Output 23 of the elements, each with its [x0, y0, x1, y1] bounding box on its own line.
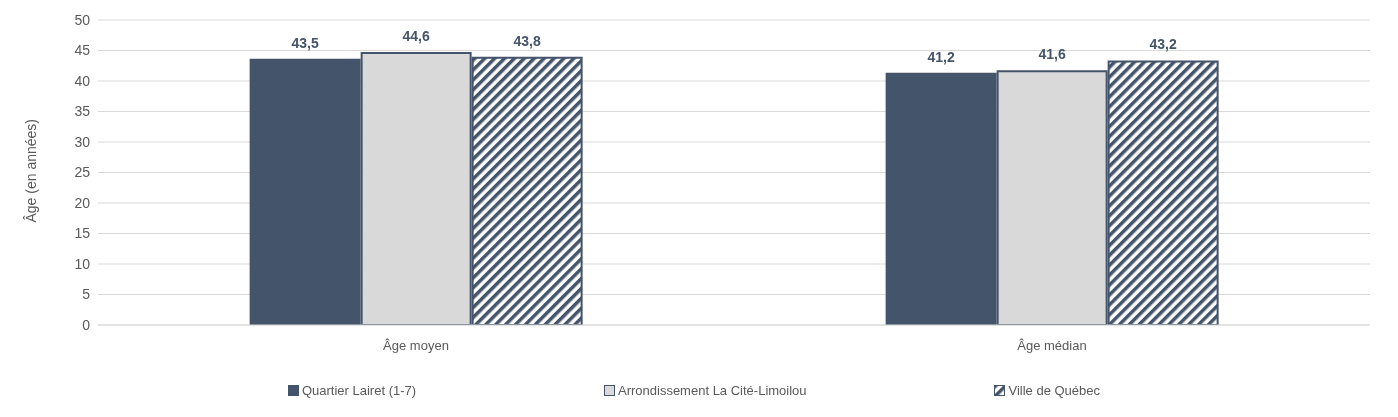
- y-tick-label: 15: [74, 225, 91, 242]
- y-tick-label: 45: [74, 42, 91, 59]
- x-tick-label: Âge médian: [1017, 338, 1087, 354]
- data-label: 43,8: [513, 32, 541, 49]
- data-label: 41,6: [1038, 46, 1066, 63]
- legend-label: Ville de Québec: [1007, 383, 1101, 398]
- data-label: 43,2: [1149, 36, 1177, 53]
- y-axis-title: Âge (en années): [22, 118, 39, 223]
- data-label: 41,2: [927, 48, 955, 65]
- y-tick-label: 0: [82, 316, 91, 333]
- legend-label: Quartier Lairet (1-7): [300, 383, 417, 398]
- y-tick-label: 30: [74, 133, 91, 150]
- x-tick-label: Âge moyen: [383, 338, 449, 354]
- y-tick-label: 40: [74, 72, 91, 89]
- y-tick-label: 5: [82, 286, 91, 303]
- y-tick-label: 25: [74, 164, 91, 181]
- data-label: 43,5: [291, 34, 319, 51]
- y-tick-label: 50: [74, 11, 91, 28]
- y-tick-label: 35: [74, 103, 91, 120]
- legend-label: Arrondissement La Cité-Limoilou: [617, 383, 807, 398]
- y-tick-label: 20: [74, 194, 91, 211]
- y-tick-label: 10: [74, 255, 91, 272]
- data-label: 44,6: [402, 27, 430, 44]
